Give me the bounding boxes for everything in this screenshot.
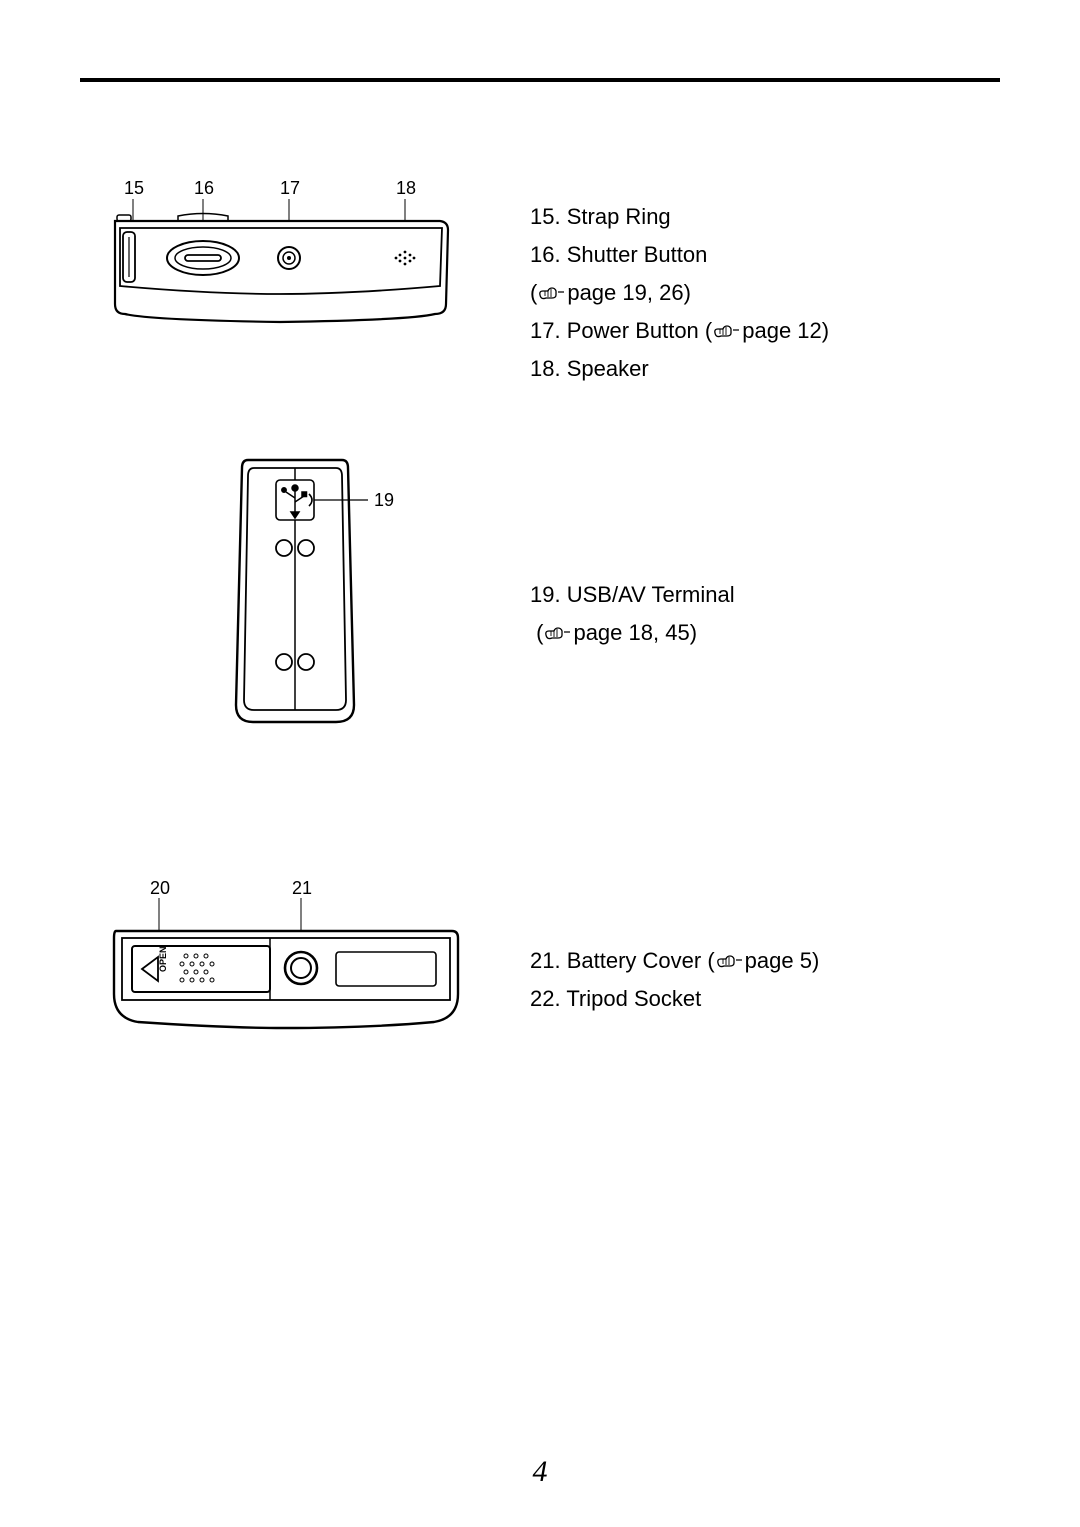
item-num: 22	[530, 986, 554, 1011]
item-ref: page 19, 26	[567, 280, 683, 305]
pointer-icon	[537, 283, 567, 303]
item-label: USB/AV Terminal	[567, 582, 735, 607]
callout-num: 18	[396, 178, 416, 198]
item-label: Shutter Button	[567, 242, 708, 267]
list-item-ref: (page 18, 45)	[530, 614, 735, 652]
list-item: 16. Shutter Button	[530, 236, 829, 274]
list-item: 18. Speaker	[530, 350, 829, 388]
list-item: 17. Power Button (page 12)	[530, 312, 829, 350]
item-label: Speaker	[567, 356, 649, 381]
item-num: 15	[530, 204, 554, 229]
item-num: 16	[530, 242, 554, 267]
pointer-icon	[543, 623, 573, 643]
item-ref: page 18, 45	[573, 620, 689, 645]
list-item-ref: (page 19, 26)	[530, 274, 829, 312]
page: 15 16 17 18	[0, 0, 1080, 1527]
list-item: 22. Tripod Socket	[530, 980, 819, 1018]
item-num: 17	[530, 318, 554, 343]
callout-num: 19	[374, 490, 394, 510]
item-label: Tripod Socket	[566, 986, 701, 1011]
list-bottom: 21. Battery Cover (page 5) 22. Tripod So…	[530, 942, 819, 1018]
diagram-side-view: 19	[218, 450, 418, 740]
list-item: 15. Strap Ring	[530, 198, 829, 236]
callout-num: 20	[150, 878, 170, 898]
callout-num: 17	[280, 178, 300, 198]
list-side: 19. USB/AV Terminal (page 18, 45)	[530, 576, 735, 652]
diagram-bottom-view: 20 21 OPEN	[108, 876, 468, 1056]
horizontal-rule	[80, 78, 1000, 82]
pointer-icon	[715, 951, 745, 971]
list-item: 19. USB/AV Terminal	[530, 576, 735, 614]
item-ref: page 5	[745, 948, 812, 973]
list-item: 21. Battery Cover (page 5)	[530, 942, 819, 980]
item-num: 18	[530, 356, 554, 381]
callout-num: 16	[194, 178, 214, 198]
diagram-top-view: 15 16 17 18	[100, 174, 460, 344]
item-num: 21	[530, 948, 554, 973]
item-label: Strap Ring	[567, 204, 671, 229]
list-top: 15. Strap Ring 16. Shutter Button (page …	[530, 198, 829, 388]
item-label: Power Button	[567, 318, 699, 343]
item-label: Battery Cover	[567, 948, 702, 973]
open-label: OPEN	[158, 946, 168, 972]
callout-num: 15	[124, 178, 144, 198]
page-number: 4	[0, 1455, 1080, 1489]
pointer-icon	[712, 321, 742, 341]
item-ref: page 12	[742, 318, 822, 343]
item-num: 19	[530, 582, 554, 607]
callout-num: 21	[292, 878, 312, 898]
